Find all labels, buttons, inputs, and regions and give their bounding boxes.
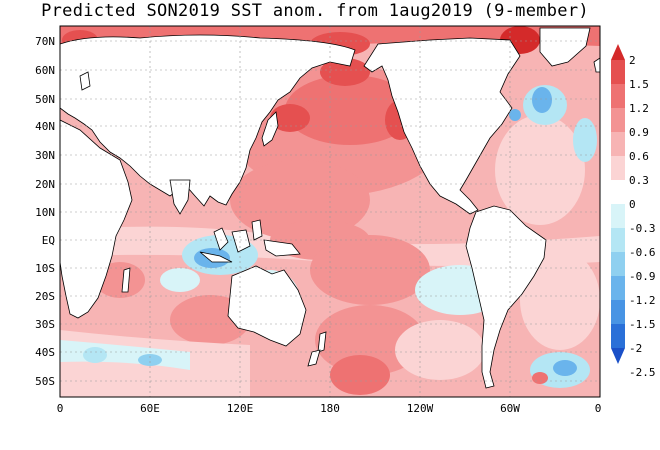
colorbar-tick-label: 0.9 <box>629 126 649 139</box>
lat-label-30n: 30N <box>35 149 55 162</box>
colorbar: 2 1.5 1.2 0.9 0.6 0.3 0 -0.3 -0.6 -0.9 -1.2 -1.5 -2 -… <box>611 44 656 379</box>
colorbar-tick-label: 2 <box>629 54 636 67</box>
map-gridlines <box>60 26 600 397</box>
lon-label-180: 180 <box>320 402 340 415</box>
colorbar-swatch <box>611 228 625 252</box>
australia-land <box>227 265 307 347</box>
lat-label-10n: 10N <box>35 206 55 219</box>
lon-label-120e: 120E <box>227 402 254 415</box>
colorbar-swatch <box>611 180 625 204</box>
lon-label-120w: 120W <box>407 402 434 415</box>
colorbar-swatch <box>611 156 625 180</box>
lon-label-0-right: 0 <box>595 402 602 415</box>
colorbar-swatch <box>611 60 625 84</box>
lon-label-0-left: 0 <box>57 402 64 415</box>
colorbar-swatch <box>611 252 625 276</box>
colorbar-tick-label: -1.5 <box>629 318 656 331</box>
colorbar-tick-label: 0.3 <box>629 174 649 187</box>
map-frame <box>59 25 601 398</box>
lat-label-60n: 60N <box>35 64 55 77</box>
colorbar-tick-label: -2 <box>629 342 642 355</box>
africa-land <box>60 119 133 319</box>
lat-label-40n: 40N <box>35 120 55 133</box>
colorbar-top-arrow <box>611 44 625 60</box>
lat-label-50s: 50S <box>35 375 55 388</box>
colorbar-bottom-arrow <box>611 348 625 364</box>
colorbar-swatch <box>611 324 625 348</box>
colorbar-swatch <box>611 108 625 132</box>
lon-label-60e: 60E <box>140 402 160 415</box>
colorbar-tick-label: -0.3 <box>629 222 656 235</box>
lat-label-50n: 50N <box>35 93 55 106</box>
colorbar-tick-label: 0.6 <box>629 150 649 163</box>
eurasia-land <box>60 34 356 207</box>
longitude-labels: 0 60E 120E 180 120W 60W 0 <box>57 402 602 415</box>
lat-label-70n: 70N <box>35 35 55 48</box>
colorbar-tick-label: 1.2 <box>629 102 649 115</box>
lon-label-60w: 60W <box>500 402 520 415</box>
map-title: Predicted SON2019 SST anom. from 1aug201… <box>41 1 589 21</box>
colorbar-swatch <box>611 84 625 108</box>
lat-label-20s: 20S <box>35 290 55 303</box>
colorbar-tick-label: -2.5 <box>629 366 656 379</box>
colorbar-tick-label: 1.5 <box>629 78 649 91</box>
lat-label-20n: 20N <box>35 178 55 191</box>
colorbar-swatch <box>611 300 625 324</box>
lat-label-eq: EQ <box>42 234 55 247</box>
colorbar-tick-label: 0 <box>629 198 636 211</box>
lat-label-10s: 10S <box>35 262 55 275</box>
map-plot-area <box>60 26 600 397</box>
colorbar-swatch <box>611 204 625 228</box>
latitude-labels: 70N 60N 50N 40N 30N 20N 10N EQ 10S 20S 3… <box>35 35 55 388</box>
colorbar-tick-label: -1.2 <box>629 294 656 307</box>
anomaly-field <box>60 26 600 397</box>
colorbar-swatch <box>611 132 625 156</box>
south-america-land <box>465 205 547 389</box>
colorbar-swatch <box>611 276 625 300</box>
lat-label-40s: 40S <box>35 346 55 359</box>
colorbar-tick-label: -0.6 <box>629 246 656 259</box>
colorbar-tick-label: -0.9 <box>629 270 656 283</box>
lat-label-30s: 30S <box>35 318 55 331</box>
